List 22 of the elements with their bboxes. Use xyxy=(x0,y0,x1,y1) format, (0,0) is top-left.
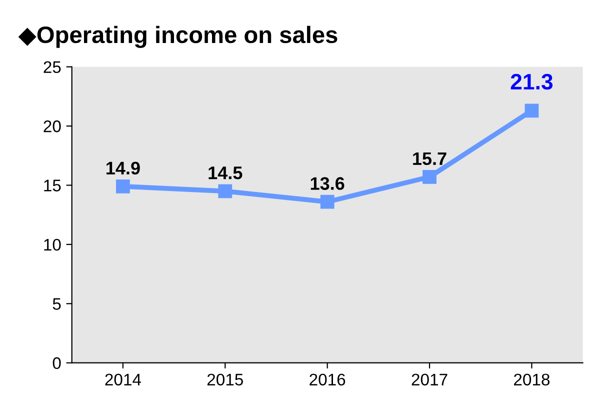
y-tick-label: 15 xyxy=(44,180,61,192)
data-label: 14.5 xyxy=(208,166,242,180)
x-tick-label: 2016 xyxy=(310,374,346,386)
y-tick-label: 10 xyxy=(44,238,61,251)
point xyxy=(320,194,334,209)
x-tick-label: 2018 xyxy=(514,374,550,386)
x-tick-label: 2017 xyxy=(412,374,448,386)
y-tick-label: 0 xyxy=(52,357,61,370)
x-tick-label: 2015 xyxy=(207,374,243,386)
y-tick-label: 25 xyxy=(44,61,61,74)
y-tick-label: 20 xyxy=(44,120,61,132)
chart-title: ◆Operating income on sales xyxy=(18,26,338,48)
data-label: 14.9 xyxy=(106,162,140,175)
point xyxy=(524,104,539,118)
data-label: 15.7 xyxy=(413,152,446,166)
point xyxy=(116,179,130,194)
y-tick-label: 5 xyxy=(52,298,61,310)
data-label: 21.3 xyxy=(510,74,553,90)
data-label: 13.6 xyxy=(310,177,344,190)
point xyxy=(218,184,232,198)
x-tick-label: 2014 xyxy=(105,374,142,386)
point xyxy=(422,170,436,184)
